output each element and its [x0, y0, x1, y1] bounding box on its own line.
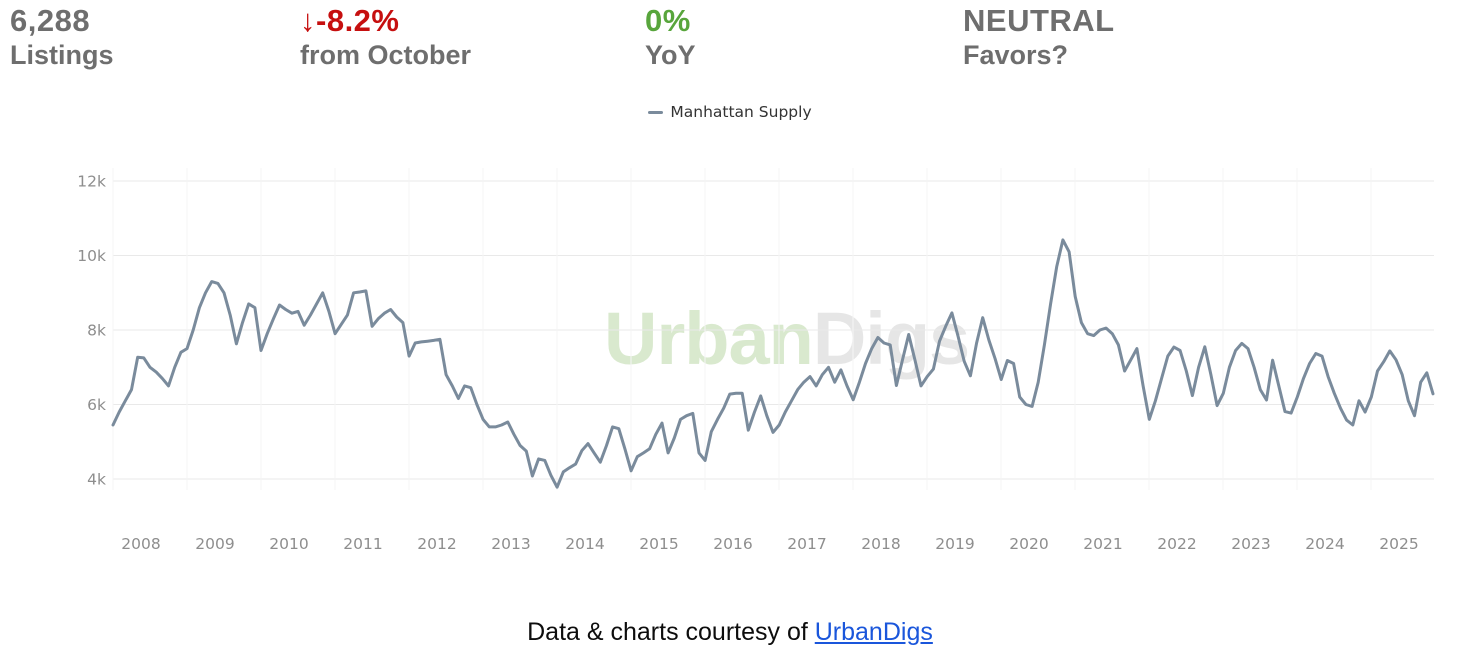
stat-listings-value: 6,288 — [10, 3, 91, 38]
legend-line-marker-icon — [648, 110, 664, 114]
x-tick-label: 2012 — [417, 535, 456, 553]
x-tick-label: 2020 — [1009, 535, 1048, 553]
x-tick-label: 2017 — [787, 535, 826, 553]
y-tick-label: 10k — [77, 247, 106, 265]
x-tick-label: 2008 — [121, 535, 160, 553]
chart-legend: Manhattan Supply — [0, 103, 1460, 121]
x-tick-label: 2018 — [861, 535, 900, 553]
stat-listings: 6,288 Listings — [10, 4, 114, 72]
x-tick-label: 2021 — [1083, 535, 1122, 553]
stat-change-label: from October — [300, 40, 472, 70]
stat-favors-value: NEUTRAL — [963, 3, 1115, 38]
legend-item-manhattan-supply[interactable]: Manhattan Supply — [648, 103, 812, 121]
x-tick-label: 2025 — [1379, 535, 1418, 553]
x-tick-label: 2010 — [269, 535, 308, 553]
y-tick-label: 12k — [77, 173, 106, 191]
manhattan-supply-chart[interactable]: 12k 10k 8k 6k 4k 2008 2009 2010 2011 2012 2013 2014… — [0, 150, 1460, 580]
x-tick-label: 2015 — [639, 535, 678, 553]
stat-favors-label: Favors? — [963, 40, 1069, 70]
stat-yoy-label: YoY — [645, 40, 696, 70]
stat-yoy: 0% YoY — [645, 4, 696, 72]
manhattan-supply-line[interactable] — [111, 238, 1435, 489]
y-gridlines — [113, 180, 1434, 480]
stat-listings-label: Listings — [10, 40, 114, 70]
legend-label: Manhattan Supply — [670, 103, 812, 121]
stat-change-from-october: ↓-8.2% from October — [300, 4, 471, 72]
stat-change-value: ↓-8.2% — [300, 3, 400, 38]
x-tick-label: 2023 — [1231, 535, 1270, 553]
x-tick-label: 2016 — [713, 535, 752, 553]
footer-credit-text: Data & charts courtesy of — [527, 618, 815, 646]
x-gridlines — [112, 168, 1372, 490]
y-tick-label: 6k — [87, 396, 106, 414]
x-tick-label: 2014 — [565, 535, 604, 553]
urbandigs-link[interactable]: UrbanDigs — [814, 618, 933, 646]
footer-credit: Data & charts courtesy of UrbanDigs — [0, 618, 1460, 647]
x-tick-label: 2011 — [343, 535, 382, 553]
y-axis-labels: 12k 10k 8k 6k 4k — [77, 173, 106, 489]
stat-market-favors: NEUTRAL Favors? — [963, 4, 1115, 72]
y-tick-label: 4k — [87, 471, 106, 489]
y-tick-label: 8k — [87, 322, 106, 340]
x-tick-label: 2022 — [1157, 535, 1196, 553]
x-tick-label: 2013 — [491, 535, 530, 553]
x-tick-label: 2019 — [935, 535, 974, 553]
stat-yoy-value: 0% — [645, 3, 691, 38]
x-axis-labels: 2008 2009 2010 2011 2012 2013 2014 2015 2016 2017… — [121, 535, 1418, 553]
watermark-digs: Digs — [812, 297, 970, 380]
x-tick-label: 2024 — [1305, 535, 1344, 553]
x-tick-label: 2009 — [195, 535, 234, 553]
